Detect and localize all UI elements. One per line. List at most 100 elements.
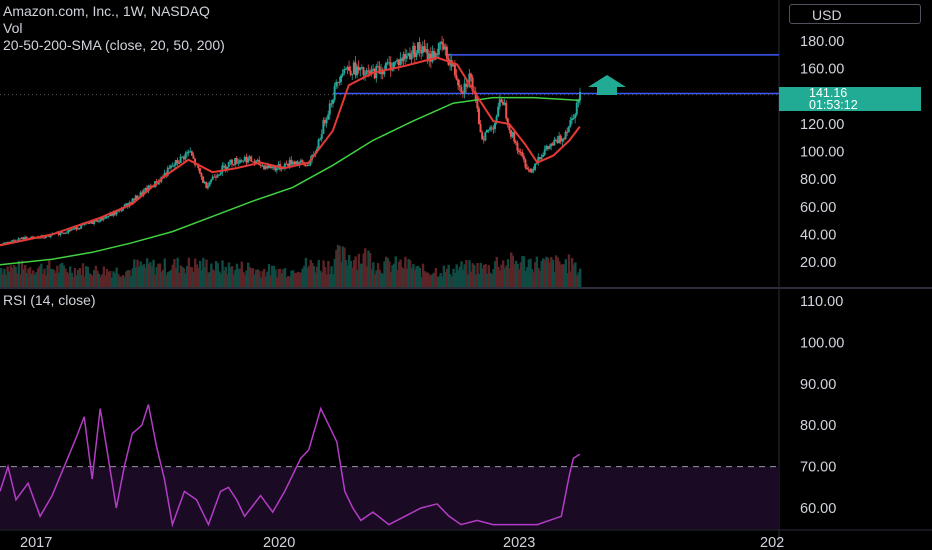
candle-body [230,159,233,165]
volume-bar [400,267,404,287]
candle-body [285,163,288,165]
candle-body [328,103,331,115]
candle-body [222,165,225,167]
candle-body [190,151,193,156]
volume-bar [368,252,372,287]
volume-bar [487,265,490,287]
rsi-tick-label: 100.00 [800,335,844,351]
rsi-tick-label: 60.00 [800,501,836,517]
volume-bar [481,268,484,287]
candle-body [373,68,376,79]
volume-bar [293,272,296,287]
volume-bar [474,274,478,287]
candle-body [487,129,490,131]
candle-body [72,228,75,230]
candle-body [538,157,541,160]
volume-bar [118,276,122,287]
candle-body [357,66,360,71]
candle-body [197,164,200,169]
candle-body [65,232,68,234]
candle-body [452,64,455,67]
candle-body [67,229,70,233]
candle-body [173,164,176,166]
volume-bar [259,277,263,287]
candle-body [569,120,572,127]
candle-body [331,99,334,104]
volume-bar [240,261,243,287]
volume-bar [322,260,325,287]
volume-bar [85,266,88,287]
candle-body [186,152,189,154]
volume-bar [508,268,511,287]
volume-bar [479,262,482,287]
candle-body [453,64,456,76]
volume-bar [394,256,397,287]
volume-bar [97,273,101,287]
candle-body [134,195,137,201]
candle-body [553,139,556,146]
volume-bar [415,266,418,287]
candle-body [503,102,506,105]
candle-body [171,165,174,167]
volume-bar [553,271,556,287]
volume-bar [551,259,555,287]
volume-bar [129,275,133,287]
candle-body [174,160,177,165]
volume-bar [327,260,330,287]
volume-bar [264,276,268,287]
candle-body [556,140,559,144]
candle-body [226,166,229,170]
volume-bar [428,274,431,287]
volume-bar [346,265,349,287]
candle-body [465,83,468,87]
candle-body [441,41,444,45]
candle-body [181,156,184,158]
candle-body [57,232,60,235]
volume-bar [421,263,425,287]
candle-body [383,69,386,75]
volume-bar [202,257,205,287]
volume-bar [317,259,320,287]
candle-body [48,235,51,237]
volume-bar [471,263,474,287]
volume-bar [24,265,27,287]
candle-body [306,165,309,167]
volume-bar [8,271,11,287]
volume-bar [455,264,458,287]
volume-bar [331,274,335,287]
volume-bar [426,272,430,287]
volume-bar [230,266,234,287]
volume-bar [529,258,532,287]
volume-bar [357,253,361,287]
price-tick-label: 40.00 [800,227,836,243]
candle-body [70,229,73,231]
candle-body [548,146,551,149]
candle-body [125,203,128,206]
volume-bar [449,274,452,287]
volume-bar [144,267,147,287]
candle-body [558,135,561,144]
currency-selector[interactable]: USD [789,4,921,24]
volume-bar [352,260,356,287]
volume-bar [420,277,423,287]
volume-bar [461,269,465,287]
rsi-tick-label: 110.00 [800,294,843,310]
volume-bar [238,268,242,287]
candle-body [425,49,428,52]
candle-body [578,91,581,101]
volume-bar [367,250,370,287]
volume-bar [75,275,78,287]
volume-bar [107,271,110,287]
volume-bar [226,274,229,287]
volume-bar [221,260,224,287]
volume-bar [219,273,223,287]
volume-bar [136,259,139,287]
candle-body [460,87,463,93]
volume-bar [444,271,447,287]
volume-bars [0,244,582,287]
volume-bar [152,259,155,287]
volume-bar [73,267,77,287]
volume-bar [540,260,543,287]
volume-bar [373,274,377,287]
